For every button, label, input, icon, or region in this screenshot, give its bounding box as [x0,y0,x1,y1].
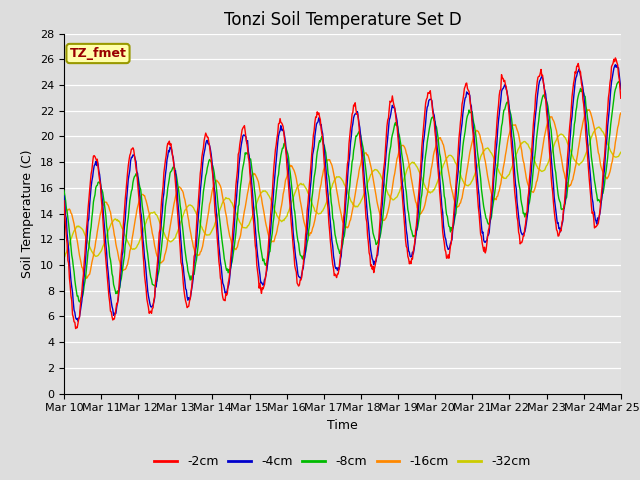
Text: TZ_fmet: TZ_fmet [70,47,127,60]
X-axis label: Time: Time [327,419,358,432]
Title: Tonzi Soil Temperature Set D: Tonzi Soil Temperature Set D [223,11,461,29]
Y-axis label: Soil Temperature (C): Soil Temperature (C) [22,149,35,278]
Legend: -2cm, -4cm, -8cm, -16cm, -32cm: -2cm, -4cm, -8cm, -16cm, -32cm [150,450,535,473]
